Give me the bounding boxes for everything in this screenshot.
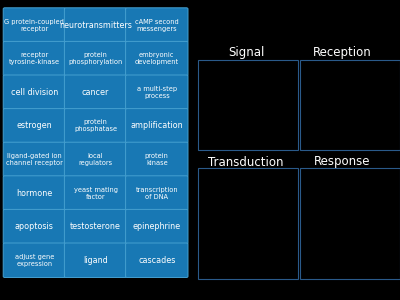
FancyBboxPatch shape [126, 209, 188, 244]
Text: protein
phosphatase: protein phosphatase [74, 119, 117, 132]
Bar [300, 60, 400, 150]
FancyBboxPatch shape [64, 243, 127, 278]
Bar [198, 168, 298, 279]
Text: estrogen: estrogen [16, 122, 52, 130]
Text: a multi-step
process: a multi-step process [137, 86, 177, 99]
Text: ligand: ligand [83, 256, 108, 265]
FancyBboxPatch shape [3, 142, 66, 177]
Text: cancer: cancer [82, 88, 109, 97]
FancyBboxPatch shape [64, 176, 127, 210]
FancyBboxPatch shape [3, 209, 66, 244]
FancyBboxPatch shape [3, 243, 66, 278]
FancyBboxPatch shape [64, 142, 127, 177]
Text: adjust gene
expression: adjust gene expression [15, 254, 54, 267]
FancyBboxPatch shape [64, 75, 127, 110]
Text: Signal: Signal [228, 46, 264, 59]
Text: epinephrine: epinephrine [133, 222, 181, 231]
Text: protein
phosphorylation: protein phosphorylation [68, 52, 123, 65]
Text: cell division: cell division [11, 88, 58, 97]
FancyBboxPatch shape [3, 8, 66, 42]
Bar [198, 60, 298, 150]
FancyBboxPatch shape [64, 8, 127, 42]
FancyBboxPatch shape [126, 41, 188, 76]
Text: Reception: Reception [313, 46, 371, 59]
FancyBboxPatch shape [126, 109, 188, 143]
FancyBboxPatch shape [3, 41, 66, 76]
FancyBboxPatch shape [64, 109, 127, 143]
Text: neurotransmitters: neurotransmitters [59, 20, 132, 30]
Text: local
regulators: local regulators [78, 153, 113, 166]
Text: Response: Response [314, 155, 370, 169]
FancyBboxPatch shape [126, 8, 188, 42]
FancyBboxPatch shape [3, 109, 66, 143]
Text: G protein-coupled
receptor: G protein-coupled receptor [4, 19, 64, 32]
FancyBboxPatch shape [126, 142, 188, 177]
Text: ligand-gated ion
channel receptor: ligand-gated ion channel receptor [6, 153, 63, 166]
Text: apoptosis: apoptosis [15, 222, 54, 231]
Text: testosterone: testosterone [70, 222, 121, 231]
Text: hormone: hormone [16, 189, 52, 198]
FancyBboxPatch shape [64, 209, 127, 244]
Text: embryonic
development: embryonic development [135, 52, 179, 65]
FancyBboxPatch shape [3, 176, 66, 210]
Text: transcription
of DNA: transcription of DNA [136, 187, 178, 200]
FancyBboxPatch shape [64, 41, 127, 76]
Bar [300, 168, 400, 279]
FancyBboxPatch shape [3, 75, 66, 110]
Text: yeast mating
factor: yeast mating factor [74, 187, 118, 200]
Text: protein
kinase: protein kinase [145, 153, 169, 166]
Text: cascades: cascades [138, 256, 176, 265]
Text: cAMP second
messengers: cAMP second messengers [135, 19, 179, 32]
Text: Transduction: Transduction [208, 155, 284, 169]
Text: receptor
tyrosine-kinase: receptor tyrosine-kinase [9, 52, 60, 65]
FancyBboxPatch shape [126, 243, 188, 278]
FancyBboxPatch shape [126, 75, 188, 110]
Text: amplification: amplification [130, 122, 183, 130]
FancyBboxPatch shape [126, 176, 188, 210]
